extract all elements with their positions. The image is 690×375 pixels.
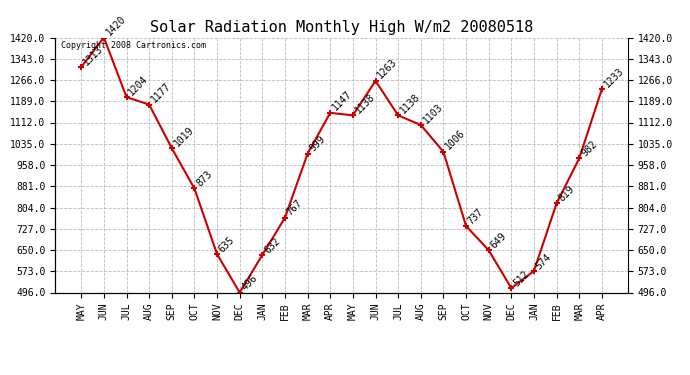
Text: 873: 873 bbox=[195, 169, 214, 189]
Text: 737: 737 bbox=[466, 207, 486, 226]
Text: 1420: 1420 bbox=[104, 14, 128, 38]
Text: 496: 496 bbox=[239, 273, 259, 292]
Text: 1006: 1006 bbox=[444, 128, 467, 152]
Text: 632: 632 bbox=[262, 236, 282, 255]
Text: 1313: 1313 bbox=[81, 44, 105, 67]
Text: 999: 999 bbox=[308, 134, 327, 154]
Text: 649: 649 bbox=[489, 231, 509, 250]
Text: 1263: 1263 bbox=[375, 57, 400, 81]
Text: 819: 819 bbox=[557, 184, 576, 203]
Text: 1019: 1019 bbox=[172, 124, 195, 148]
Title: Solar Radiation Monthly High W/m2 20080518: Solar Radiation Monthly High W/m2 200805… bbox=[150, 20, 533, 35]
Text: 1138: 1138 bbox=[353, 92, 377, 116]
Text: 574: 574 bbox=[534, 252, 553, 271]
Text: 512: 512 bbox=[511, 268, 531, 288]
Text: 1147: 1147 bbox=[331, 89, 354, 113]
Text: 1233: 1233 bbox=[602, 65, 626, 89]
Text: 982: 982 bbox=[579, 139, 599, 158]
Text: 1138: 1138 bbox=[398, 92, 422, 116]
Text: 1177: 1177 bbox=[149, 81, 172, 105]
Text: 1103: 1103 bbox=[421, 101, 444, 125]
Text: 635: 635 bbox=[217, 235, 237, 254]
Text: 767: 767 bbox=[285, 198, 304, 218]
Text: Copyright 2008 Cartronics.com: Copyright 2008 Cartronics.com bbox=[61, 41, 206, 50]
Text: 1204: 1204 bbox=[126, 74, 150, 97]
